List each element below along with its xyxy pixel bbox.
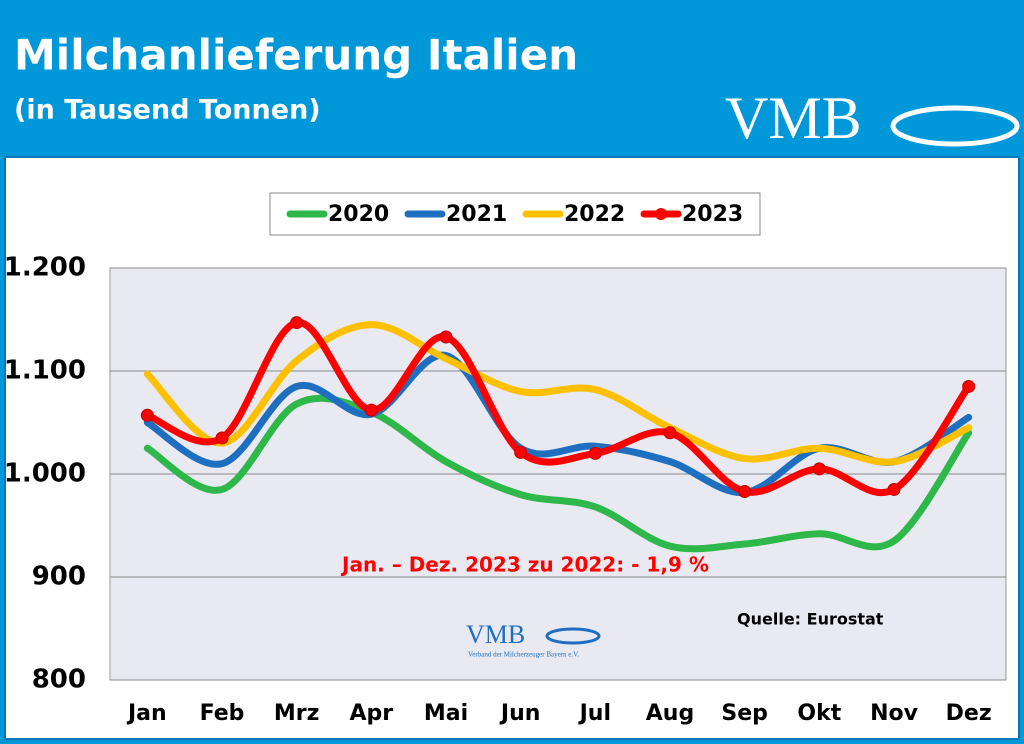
x-tick-label: Jun xyxy=(499,701,541,726)
logo: VMB xyxy=(725,85,862,151)
chart-subtitle: (in Tausend Tonnen) xyxy=(14,95,321,126)
y-tick-label: 1.000 xyxy=(4,459,86,489)
x-tick-label: Nov xyxy=(870,701,919,726)
x-tick-label: Dez xyxy=(946,701,992,726)
legend-label: 2020 xyxy=(328,202,389,227)
marker xyxy=(290,316,304,330)
legend-marker xyxy=(655,208,667,220)
legend-label: 2023 xyxy=(682,202,743,227)
x-tick-label: Mrz xyxy=(274,701,320,726)
line xyxy=(143,321,973,466)
y-tick-label: 1.200 xyxy=(4,253,86,283)
x-tick-label: Okt xyxy=(797,701,841,726)
x-tick-label: Mai xyxy=(424,701,468,726)
marker xyxy=(887,482,901,496)
y-tick-label: 1.100 xyxy=(4,356,86,386)
marker xyxy=(738,485,752,499)
annotation: Jan. – Dez. 2023 zu 2022: - 1,9 % xyxy=(340,553,709,577)
legend-label: 2022 xyxy=(564,202,625,227)
x-tick-label: Feb xyxy=(200,701,245,726)
source: Quelle: Eurostat xyxy=(737,610,884,629)
small-logo-subtext: Verband der Milcherzeuger Bayern e.V. xyxy=(468,651,579,659)
y-tick-label: 900 xyxy=(32,562,86,592)
marker xyxy=(364,403,378,417)
x-tick-label: Jan xyxy=(126,701,167,726)
small-logo: VMB xyxy=(466,620,525,649)
marker xyxy=(215,431,229,445)
marker xyxy=(439,330,453,344)
x-tick-label: Apr xyxy=(350,701,394,726)
marker xyxy=(514,445,528,459)
marker xyxy=(140,408,154,422)
x-tick-label: Jul xyxy=(578,701,611,726)
x-tick-label: Sep xyxy=(721,701,768,726)
y-tick-label: 800 xyxy=(32,665,86,695)
marker xyxy=(812,462,826,476)
small-logo-swoosh xyxy=(545,627,601,645)
x-tick-label: Aug xyxy=(646,701,694,726)
marker xyxy=(663,426,677,440)
chart-title: Milchanlieferung Italien xyxy=(14,31,578,80)
marker xyxy=(962,379,976,393)
line xyxy=(143,394,973,553)
logo-swoosh xyxy=(890,105,1020,147)
legend-label: 2021 xyxy=(446,202,507,227)
marker xyxy=(588,446,602,460)
